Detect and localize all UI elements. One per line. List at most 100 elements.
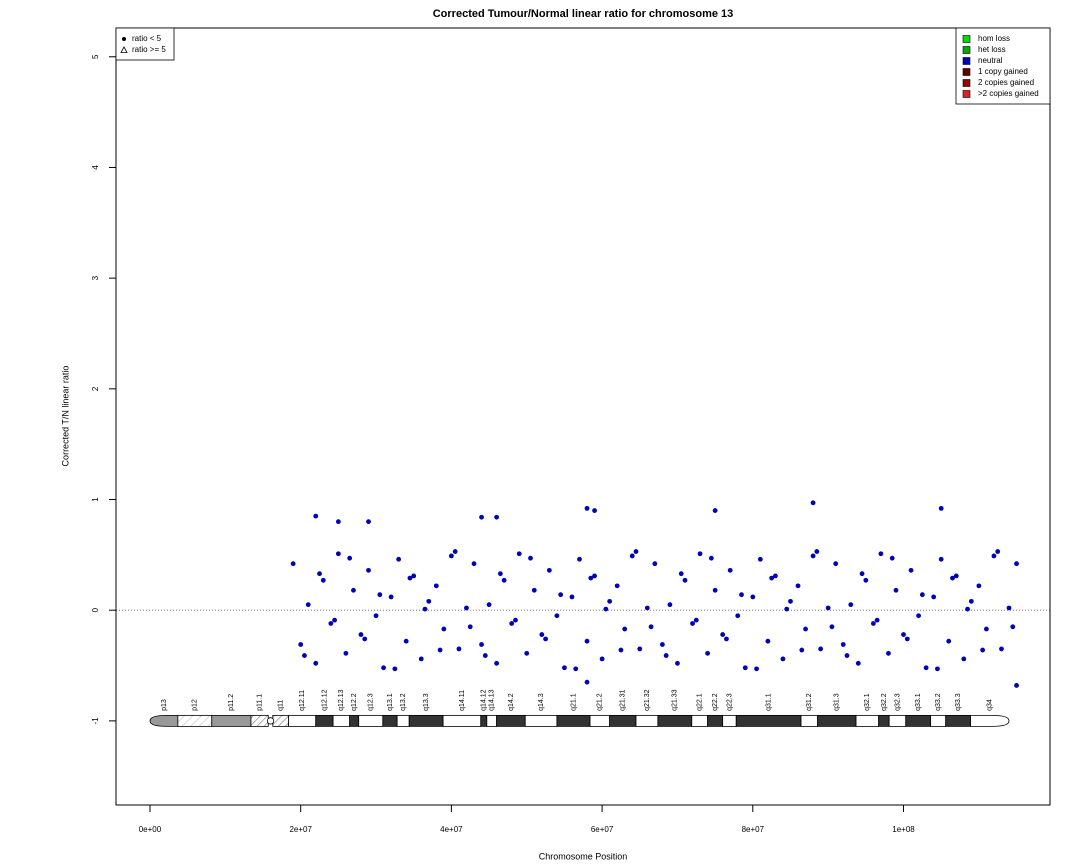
data-point — [908, 567, 914, 573]
legend-label: het loss — [978, 45, 1006, 54]
data-point — [328, 621, 334, 626]
data-point — [464, 605, 469, 611]
data-point — [528, 555, 533, 561]
ideogram-band — [930, 714, 947, 727]
data-point — [426, 598, 432, 604]
y-tick-label: -1 — [91, 717, 100, 725]
band-label: q32.1 — [864, 693, 871, 711]
band-label: q11 — [278, 700, 285, 711]
data-point — [953, 573, 959, 579]
data-point — [584, 679, 590, 685]
data-point — [757, 556, 763, 562]
data-point — [773, 573, 778, 579]
data-point — [509, 621, 515, 626]
data-point — [531, 587, 537, 593]
band-label: p11.1 — [256, 694, 263, 711]
data-point — [351, 587, 356, 593]
legend-label: 1 copy gained — [978, 67, 1028, 76]
data-point — [769, 575, 775, 581]
data-point — [980, 647, 986, 653]
ideogram-band — [288, 714, 317, 727]
band-label: q14.11 — [459, 690, 466, 711]
ideogram-band — [250, 714, 269, 727]
band-label: q22.1 — [697, 693, 704, 711]
band-label: q31.3 — [834, 693, 841, 711]
data-point — [784, 606, 790, 612]
data-point — [467, 624, 473, 630]
shape-legend-box — [115, 27, 175, 61]
data-point — [946, 638, 952, 644]
data-point — [844, 653, 850, 658]
data-point — [833, 561, 839, 567]
data-point — [916, 613, 921, 619]
data-point — [803, 626, 808, 632]
legend-label: hom loss — [978, 34, 1010, 43]
ideogram-band — [382, 714, 398, 727]
x-tick-label: 4e+07 — [440, 825, 463, 834]
ideogram-band — [609, 714, 637, 727]
data-point — [705, 650, 710, 656]
band-label: q22.2 — [712, 693, 719, 711]
band-label: q22.3 — [726, 693, 733, 711]
band-label: q34 — [987, 699, 994, 711]
data-point — [904, 636, 910, 642]
data-point — [919, 592, 925, 598]
data-point — [317, 571, 322, 577]
data-point — [931, 594, 937, 600]
band-label: q13.2 — [400, 693, 407, 711]
data-point — [968, 598, 974, 604]
legend-label: 2 copies gained — [978, 78, 1034, 87]
ideogram-band — [855, 714, 880, 727]
legend-swatch — [962, 46, 971, 54]
band-label: q13.1 — [387, 693, 394, 711]
data-point — [347, 555, 353, 561]
data-point — [388, 594, 394, 600]
data-point — [618, 647, 624, 653]
data-point — [343, 650, 349, 656]
data-point — [644, 605, 650, 611]
ideogram-band — [272, 714, 290, 727]
ideogram-band — [888, 714, 907, 727]
y-tick-label: 5 — [91, 54, 100, 59]
data-point — [305, 602, 311, 608]
data-point — [411, 573, 417, 579]
data-point — [765, 638, 771, 644]
data-point — [622, 626, 628, 632]
x-tick-label: 2e+07 — [289, 825, 312, 834]
data-point — [739, 592, 744, 598]
legend-swatch — [962, 35, 971, 43]
legend-symbol — [122, 37, 126, 41]
data-point — [569, 594, 575, 600]
data-point — [750, 594, 756, 600]
band-label: q14.2 — [508, 693, 515, 711]
ideogram-band — [349, 714, 360, 727]
data-point — [403, 638, 409, 644]
band-label: q31.1 — [765, 693, 772, 711]
data-point — [577, 556, 582, 562]
data-point — [456, 646, 462, 652]
plot-frame — [115, 27, 1051, 806]
data-point — [471, 561, 477, 567]
x-tick-label: 0e+00 — [139, 825, 162, 834]
data-point — [818, 646, 824, 652]
data-point — [727, 567, 733, 573]
band-label: q12.11 — [299, 690, 306, 711]
y-axis-label: Corrected T/N linear ratio — [60, 366, 70, 467]
data-point — [1010, 624, 1016, 630]
data-point — [599, 656, 605, 662]
data-point — [799, 647, 805, 653]
ideogram-band — [358, 714, 384, 727]
data-point — [396, 556, 402, 562]
data-point — [829, 624, 835, 630]
data-point — [592, 573, 597, 579]
ideogram-band — [556, 714, 591, 727]
x-tick-label: 8e+07 — [742, 825, 765, 834]
data-point — [573, 666, 579, 672]
x-axis-label: Chromosome Position — [539, 851, 628, 861]
data-point — [633, 549, 639, 554]
data-point — [675, 660, 680, 666]
data-point — [418, 656, 424, 662]
x-tick-label: 6e+07 — [591, 825, 614, 834]
